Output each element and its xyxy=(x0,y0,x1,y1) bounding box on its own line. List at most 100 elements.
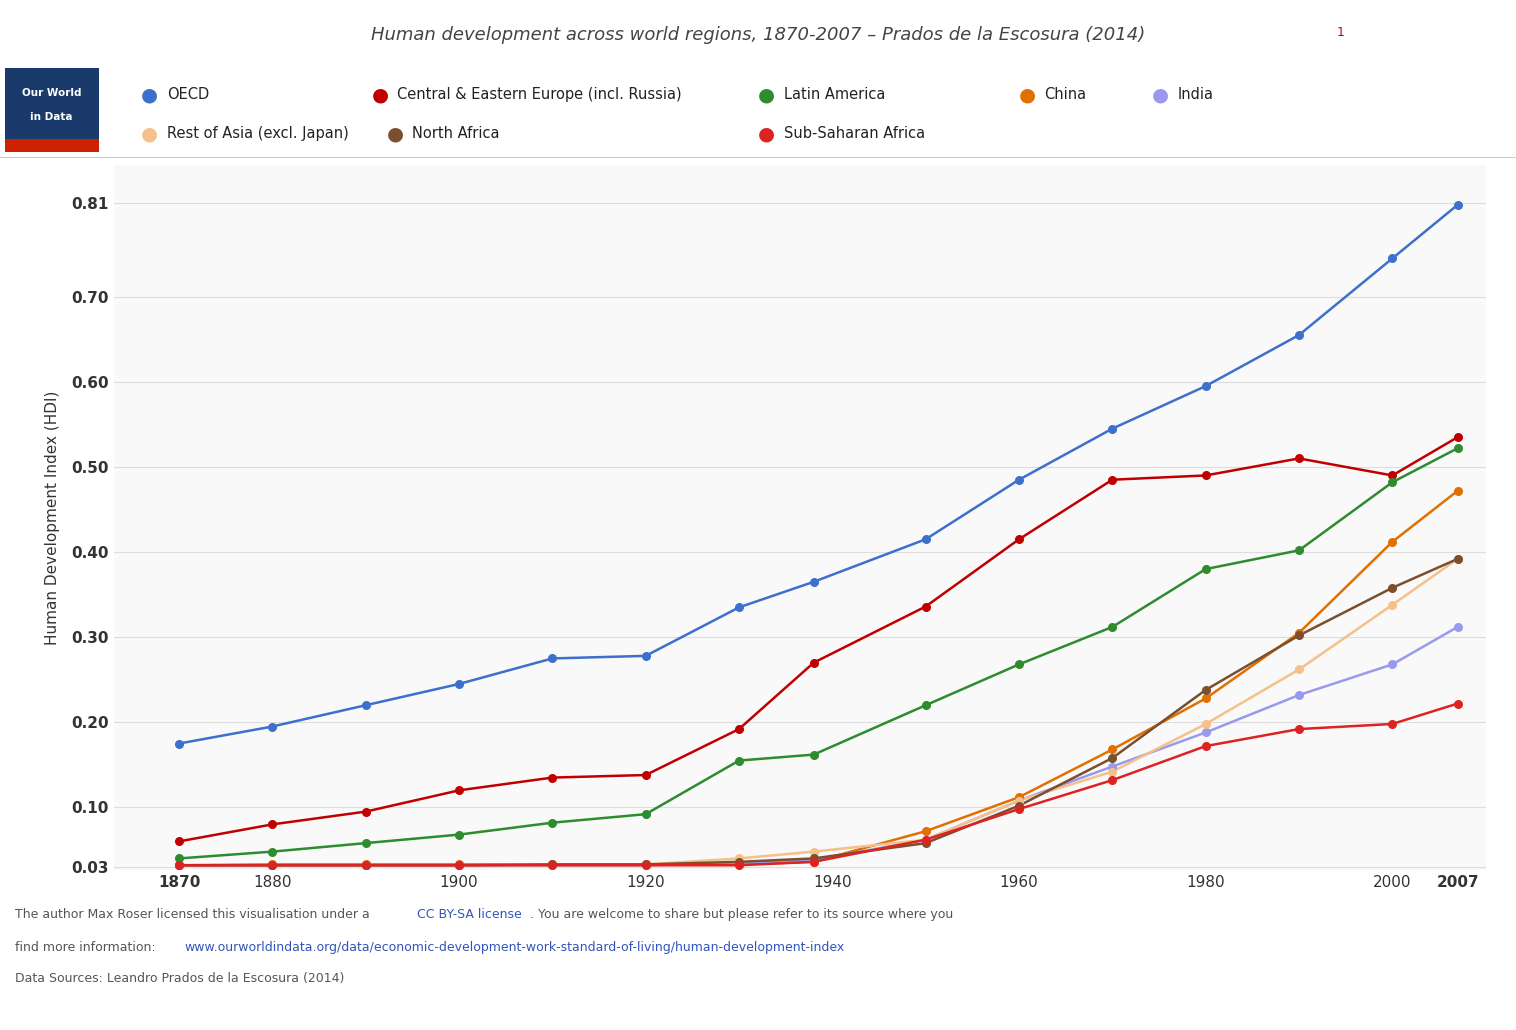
Text: find more information:: find more information: xyxy=(15,941,164,955)
Text: Latin America: Latin America xyxy=(784,88,885,102)
Text: China: China xyxy=(1045,88,1087,102)
Point xyxy=(1446,695,1471,712)
Point xyxy=(540,815,564,831)
Point xyxy=(1101,763,1125,780)
Point xyxy=(1446,482,1471,499)
Point xyxy=(802,854,826,870)
Text: Central & Eastern Europe (incl. Russia): Central & Eastern Europe (incl. Russia) xyxy=(397,88,682,102)
Point xyxy=(540,857,564,873)
Text: ●: ● xyxy=(1019,85,1035,104)
Point xyxy=(1101,619,1125,636)
Point xyxy=(447,676,471,692)
Point xyxy=(1380,596,1404,613)
Point xyxy=(1287,627,1311,644)
Point xyxy=(353,803,377,820)
Text: ●: ● xyxy=(1152,85,1169,104)
Y-axis label: Human Development Index (HDI): Human Development Index (HDI) xyxy=(45,390,61,645)
Point xyxy=(802,654,826,671)
Point xyxy=(802,854,826,870)
Point xyxy=(914,531,938,548)
Point xyxy=(447,856,471,872)
Text: ●: ● xyxy=(141,85,158,104)
Point xyxy=(1193,682,1217,698)
Point xyxy=(1446,197,1471,213)
Point xyxy=(1287,542,1311,558)
Point xyxy=(726,850,750,866)
Point xyxy=(634,857,658,873)
Point xyxy=(726,856,750,872)
Point xyxy=(1193,737,1217,754)
Point xyxy=(1007,531,1031,548)
Point xyxy=(261,718,285,734)
Point xyxy=(261,816,285,832)
Point xyxy=(914,598,938,615)
Text: India: India xyxy=(1178,88,1214,102)
Point xyxy=(167,857,191,873)
Point xyxy=(1101,742,1125,758)
Point xyxy=(1101,750,1125,766)
Point xyxy=(1101,771,1125,788)
Point xyxy=(802,844,826,860)
Point xyxy=(447,826,471,843)
Point xyxy=(634,856,658,872)
Point xyxy=(726,855,750,871)
Point xyxy=(447,857,471,873)
Point xyxy=(726,854,750,870)
Point xyxy=(1007,789,1031,805)
Point xyxy=(353,857,377,873)
Text: Our World: Our World xyxy=(21,89,82,98)
Point xyxy=(634,766,658,783)
Point xyxy=(1446,551,1471,568)
Point xyxy=(1380,656,1404,673)
Point xyxy=(914,831,938,848)
Point xyxy=(1446,440,1471,456)
Point xyxy=(540,856,564,872)
Text: Human development across world regions, 1870-2007 – Prados de la Escosura (2014): Human development across world regions, … xyxy=(371,26,1145,43)
Text: www.ourworldindata.org/data/economic-development-work-standard-of-living/human-d: www.ourworldindata.org/data/economic-dev… xyxy=(185,941,844,955)
Text: in Data: in Data xyxy=(30,112,73,122)
Text: ●: ● xyxy=(371,85,388,104)
Point xyxy=(914,831,938,848)
Point xyxy=(1446,619,1471,636)
Point xyxy=(1287,687,1311,703)
Point xyxy=(1380,250,1404,267)
Point xyxy=(1007,801,1031,818)
Point xyxy=(726,857,750,873)
Point xyxy=(1007,797,1031,814)
Point xyxy=(1193,468,1217,484)
Point xyxy=(261,857,285,873)
Point xyxy=(1287,327,1311,343)
Bar xyxy=(5,139,99,152)
Point xyxy=(1101,758,1125,775)
Text: ●: ● xyxy=(141,125,158,143)
Point xyxy=(540,857,564,873)
Point xyxy=(802,850,826,866)
Point xyxy=(1287,721,1311,737)
Point xyxy=(261,857,285,873)
Point xyxy=(167,857,191,873)
Point xyxy=(1007,792,1031,809)
Point xyxy=(1380,474,1404,490)
Point xyxy=(1193,690,1217,707)
Point xyxy=(167,850,191,866)
Point xyxy=(167,857,191,873)
Point xyxy=(1380,468,1404,484)
Point xyxy=(726,721,750,737)
Point xyxy=(914,697,938,714)
Text: Data Sources: Leandro Prados de la Escosura (2014): Data Sources: Leandro Prados de la Escos… xyxy=(15,972,344,986)
Point xyxy=(1193,378,1217,394)
Text: CC BY-SA license: CC BY-SA license xyxy=(417,908,522,922)
Text: The author Max Roser licensed this visualisation under a: The author Max Roser licensed this visua… xyxy=(15,908,374,922)
Point xyxy=(1101,472,1125,488)
Point xyxy=(1193,724,1217,741)
Point xyxy=(1007,792,1031,809)
Point xyxy=(1007,656,1031,673)
Point xyxy=(261,856,285,872)
Point xyxy=(802,574,826,590)
Point xyxy=(540,856,564,872)
Point xyxy=(540,769,564,786)
Point xyxy=(1380,580,1404,596)
Point xyxy=(1101,420,1125,437)
Point xyxy=(540,856,564,872)
Point xyxy=(1007,472,1031,488)
